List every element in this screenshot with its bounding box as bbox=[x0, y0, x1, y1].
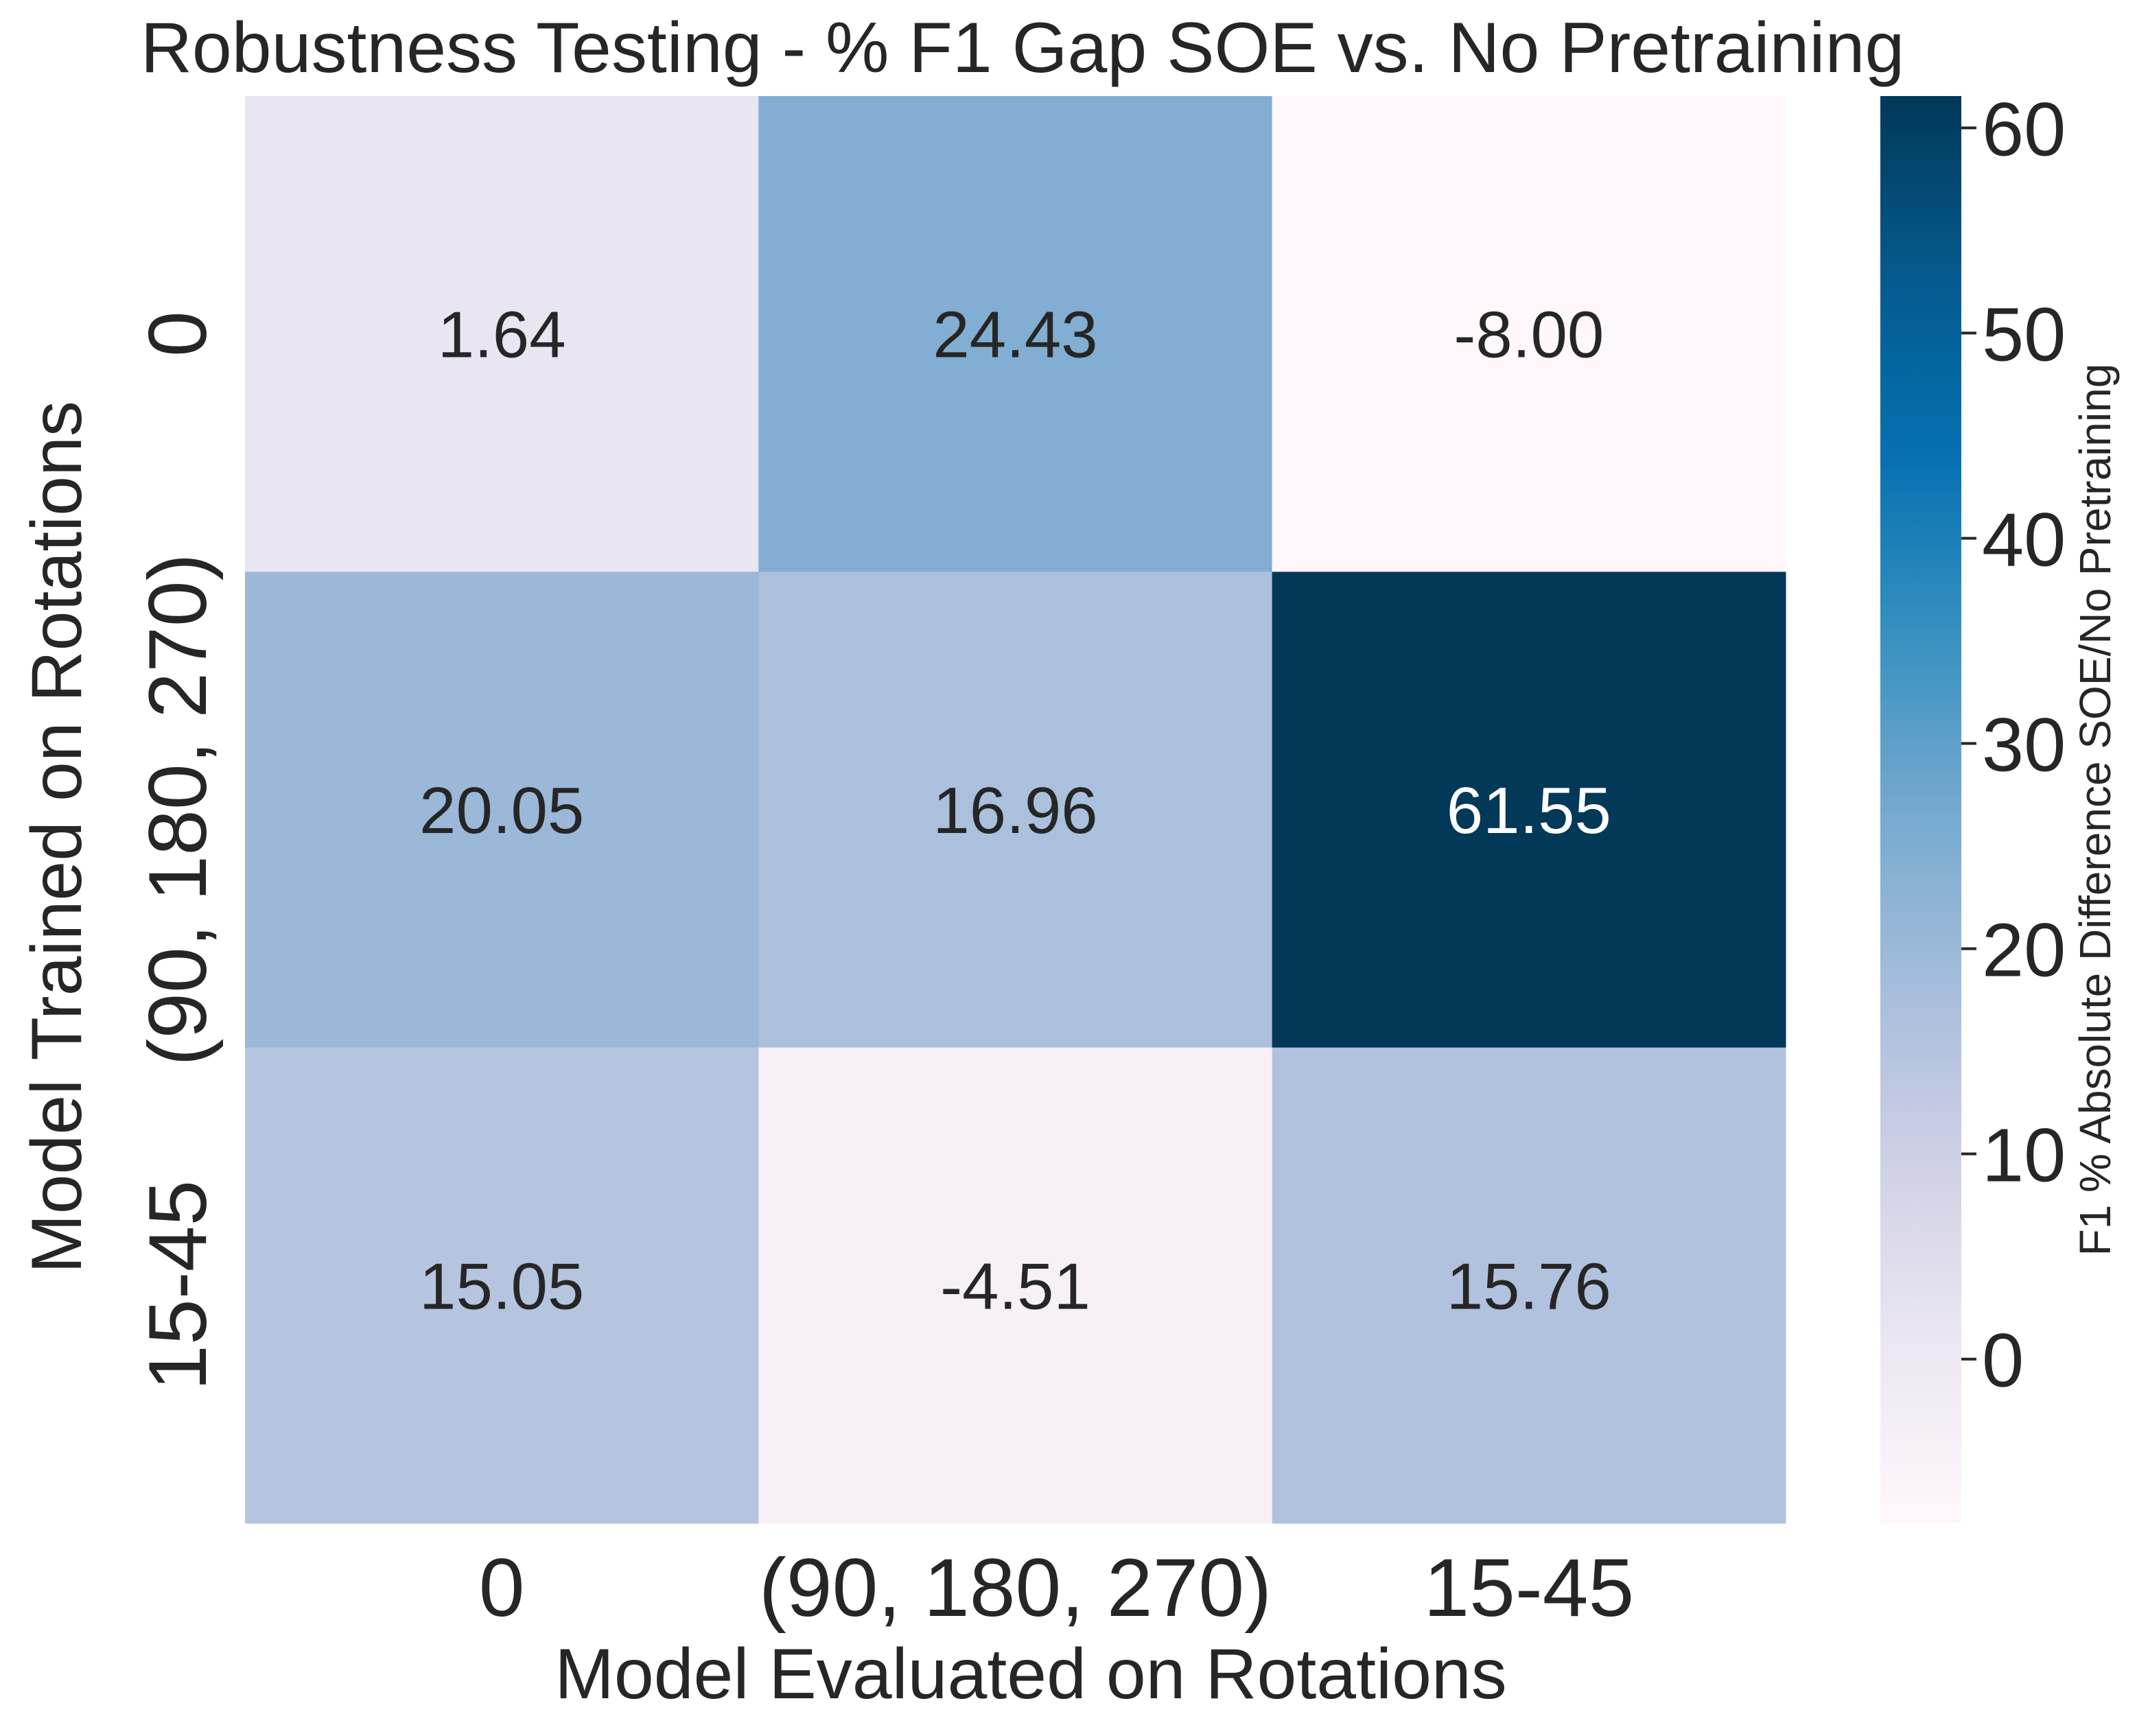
colorbar-tick-label: 20 bbox=[1982, 908, 2066, 993]
cell-value-label: 15.76 bbox=[1447, 1250, 1611, 1323]
cell-value-label: 24.43 bbox=[933, 298, 1097, 372]
heatmap-cell bbox=[758, 96, 1273, 572]
colorbar-tick-label: 50 bbox=[1982, 292, 2066, 377]
heatmap-cell bbox=[1272, 572, 1786, 1048]
x-axis-label: Model Evaluated on Rotations bbox=[554, 1634, 1507, 1714]
colorbar-tick-label: 40 bbox=[1982, 497, 2066, 582]
x-tick-label: 0 bbox=[479, 1542, 525, 1634]
colorbar-ticks: 0 10 20 30 40 50 60 bbox=[1961, 87, 2066, 1403]
heatmap-cell-labels: 1.64 24.43 -8.00 20.05 16.96 61.55 15.05 -4.51 1… bbox=[419, 298, 1611, 1324]
cell-value-label: 15.05 bbox=[419, 1250, 584, 1323]
x-tick-label: (90, 180, 270) bbox=[759, 1542, 1272, 1634]
heatmap-cells bbox=[245, 96, 1786, 1524]
y-axis-label: Model Trained on Rotations bbox=[17, 401, 97, 1274]
y-tick-label: 15-45 bbox=[132, 1180, 224, 1391]
cell-value-label: 16.96 bbox=[933, 774, 1097, 847]
heatmap-cell bbox=[245, 572, 759, 1048]
x-tick-label: 15-45 bbox=[1423, 1542, 1634, 1634]
colorbar-label: F1 % Absolute Difference SOE/No Pretrain… bbox=[2070, 364, 2120, 1256]
colorbar bbox=[1880, 96, 1961, 1523]
colorbar-tick-label: 60 bbox=[1982, 87, 2066, 172]
cell-value-label: 20.05 bbox=[419, 774, 584, 847]
heatmap-cell bbox=[758, 572, 1273, 1048]
heatmap-cell bbox=[245, 96, 759, 572]
heatmap-cell bbox=[758, 1047, 1273, 1524]
y-tick-label: 0 bbox=[132, 311, 224, 357]
y-tick-label: (90, 180, 270) bbox=[132, 553, 224, 1066]
colorbar-tick-label: 10 bbox=[1982, 1114, 2066, 1198]
cell-value-label: -8.00 bbox=[1453, 298, 1604, 372]
heatmap-cell bbox=[245, 1047, 759, 1524]
colorbar-tick-label: 0 bbox=[1982, 1319, 2024, 1403]
heatmap-cell bbox=[1272, 96, 1786, 572]
cell-value-label: -4.51 bbox=[940, 1250, 1090, 1323]
chart-title: Robustness Testing - % F1 Gap SOE vs. No… bbox=[141, 8, 1904, 88]
x-axis-ticks: 0 (90, 180, 270) 15-45 bbox=[479, 1542, 1635, 1634]
colorbar-tick-label: 30 bbox=[1982, 703, 2066, 788]
cell-value-label: 61.55 bbox=[1447, 774, 1611, 847]
y-axis-ticks: 0 (90, 180, 270) 15-45 bbox=[132, 311, 224, 1391]
cell-value-label: 1.64 bbox=[438, 298, 566, 372]
heatmap-cell bbox=[1272, 1047, 1786, 1524]
